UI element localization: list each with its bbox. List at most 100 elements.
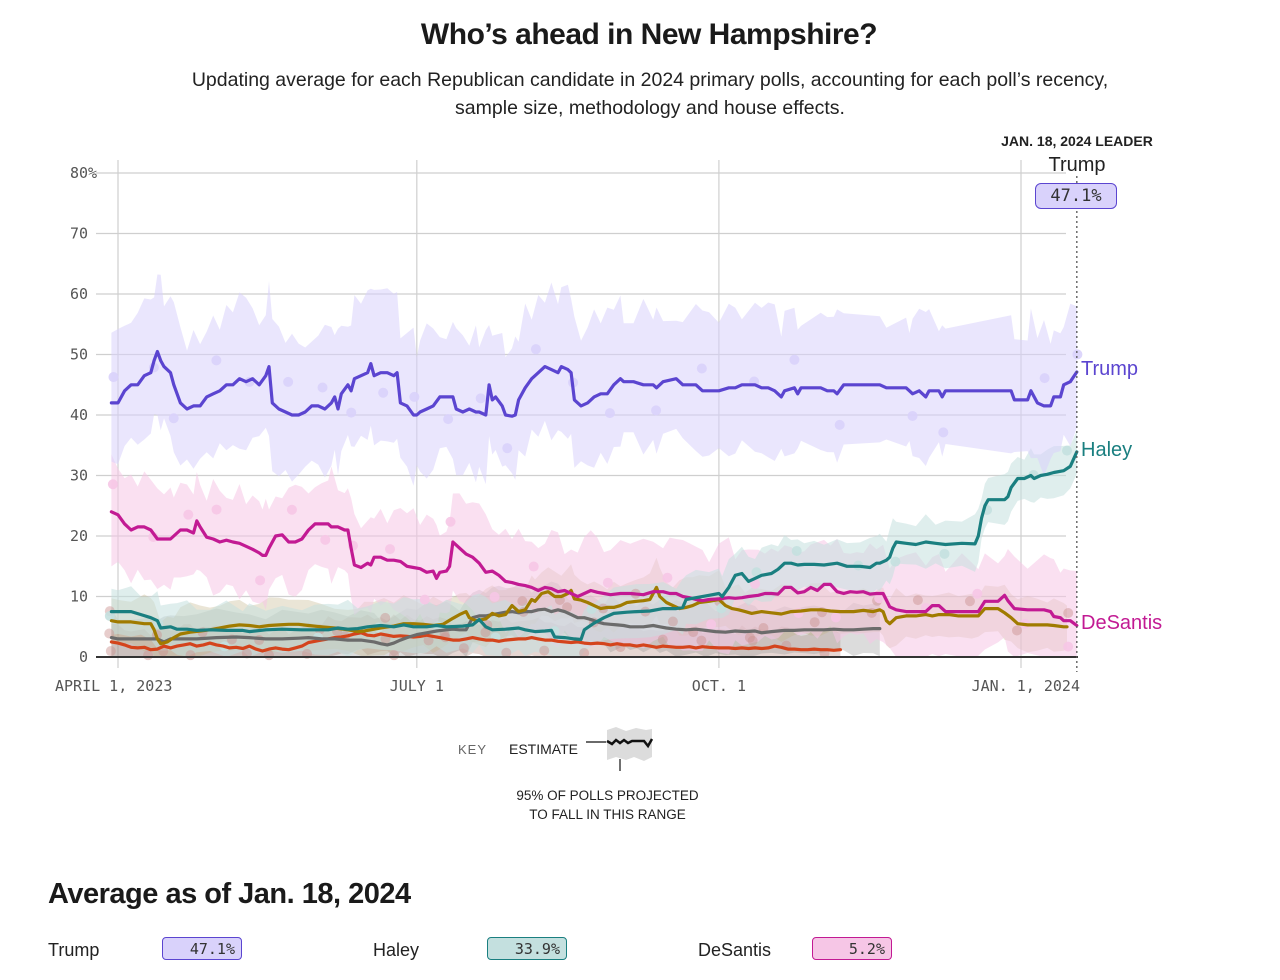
poll-dot-christie <box>747 635 758 646</box>
x-tick-label: JULY 1 <box>390 677 444 695</box>
poll-dot-pence <box>423 635 434 646</box>
average-list: Trump 47.1% Haley 33.9% DeSantis 5.2% <box>0 937 1280 967</box>
y-tick-label: 20 <box>70 527 88 545</box>
y-tick-label: 0 <box>79 648 88 666</box>
poll-dot-haley <box>791 545 802 556</box>
poll-dot-haley <box>104 610 115 621</box>
y-tick-label: 50 <box>70 346 88 364</box>
poll-dot-desantis <box>489 591 500 602</box>
confidence-bands <box>111 274 1077 657</box>
line-ramaswamy <box>109 585 1069 646</box>
poll-dot-ramaswamy <box>1011 625 1022 636</box>
poll-dot-ramaswamy <box>667 616 678 627</box>
y-tick-label: 40 <box>70 406 88 424</box>
poll-dot-desantis <box>662 572 673 583</box>
poll-dot-ramaswamy <box>758 622 769 633</box>
average-name: Trump <box>48 940 100 960</box>
poll-dot-pence <box>185 650 196 661</box>
average-section-title: Average as of Jan. 18, 2024 <box>48 878 411 910</box>
average-value-badge: 33.9% <box>487 937 567 960</box>
leader-heading: JAN. 18, 2024 LEADER <box>1001 133 1153 149</box>
key-swatch-icon <box>586 727 654 771</box>
x-tick-label: APRIL 1, 2023 <box>55 677 172 695</box>
poll-dot-trump <box>108 372 119 383</box>
average-name: Haley <box>373 940 420 960</box>
poll-dot-christie <box>241 648 252 659</box>
key-range-note-line2: TO FALL IN THIS RANGE <box>529 807 686 822</box>
chart-key: KEY ESTIMATE 95% OF POLLS PROJECTED TO F… <box>450 727 770 835</box>
poll-dot-trump <box>168 413 179 424</box>
poll-dot-christie <box>809 617 820 628</box>
poll-dot-pence <box>579 648 590 659</box>
poll-dot-trump <box>1072 349 1083 360</box>
poll-dot-haley <box>939 548 950 559</box>
key-range-note: 95% OF POLLS PROJECTED TO FALL IN THIS R… <box>490 786 725 824</box>
y-tick-label: 80% <box>70 164 97 182</box>
poll-dot-trump <box>378 387 389 398</box>
x-tick-label: OCT. 1 <box>692 677 746 695</box>
poll-dot-desantis <box>874 593 885 604</box>
leader-value-badge: 47.1% <box>1035 183 1117 209</box>
poll-dot-ramaswamy <box>480 627 491 638</box>
average-lines <box>109 349 1079 653</box>
poll-dot-trump <box>907 410 918 421</box>
axes: 0 10 20 30 40 50 60 70 80% APRIL 1, 2023 JULY 1 OCT… <box>55 164 1080 695</box>
poll-dot-desantis <box>211 504 222 515</box>
leader-name: Trump <box>1048 154 1106 176</box>
poll-dot-desantis <box>107 479 118 490</box>
poll-dot-ramaswamy <box>964 596 975 607</box>
poll-average-chart: 0 10 20 30 40 50 60 70 80% APRIL 1, 2023 JULY 1 OCT… <box>55 160 1083 695</box>
poll-dot-desantis <box>445 516 456 527</box>
poll-dot-pence <box>657 634 668 645</box>
line-pence <box>109 631 843 653</box>
poll-dot-trump <box>283 376 294 387</box>
poll-dot-trump <box>409 391 420 402</box>
poll-dot-desantis <box>385 544 396 555</box>
line-christie <box>109 607 882 647</box>
poll-dot-desantis <box>602 577 613 588</box>
poll-dot-desantis <box>830 612 841 623</box>
end-label-desantis: DeSantis <box>1081 612 1163 634</box>
y-tick-label: 10 <box>70 588 88 606</box>
poll-dot-trump <box>502 443 513 454</box>
key-range-note-line1: 95% OF POLLS PROJECTED <box>516 788 699 803</box>
poll-dot-trump <box>317 382 328 393</box>
chart-title: Who’s ahead in New Hampshire? <box>420 18 878 51</box>
poll-dot-christie <box>389 650 400 661</box>
end-label-trump: Trump <box>1081 358 1139 380</box>
poll-dot-trump <box>938 427 949 438</box>
y-tick-label: 70 <box>70 225 88 243</box>
poll-dot-trump <box>696 363 707 374</box>
poll-dot-trump <box>834 419 845 430</box>
poll-dot-trump <box>211 355 222 366</box>
poll-dot-pence <box>501 647 512 658</box>
poll-dot-trump <box>789 354 800 365</box>
poll-dot-trump <box>651 405 662 416</box>
poll-dot-desantis <box>320 534 331 545</box>
poll-dot-pence <box>696 635 707 646</box>
key-label: KEY <box>458 742 488 757</box>
poll-dot-trump <box>475 393 486 404</box>
y-tick-label: 60 <box>70 285 88 303</box>
poll-dot-trump <box>1039 373 1050 384</box>
poll-dot-desantis <box>1063 641 1074 652</box>
average-value-badge: 47.1% <box>162 937 242 960</box>
poll-dot-christie <box>562 602 573 613</box>
average-name: DeSantis <box>698 940 772 960</box>
chart-subtitle: Updating average for each Republican can… <box>191 69 1109 119</box>
end-label-haley: Haley <box>1081 439 1133 461</box>
x-tick-label: JAN. 1, 2024 <box>972 677 1080 695</box>
poll-dot-ramaswamy <box>912 595 923 606</box>
poll-dot-desantis <box>286 504 297 515</box>
line-desantis <box>109 510 1079 628</box>
poll-dot-trump <box>346 407 357 418</box>
poll-dot-haley <box>751 567 762 578</box>
poll-dot-pence <box>744 632 755 643</box>
poll-dot-trump <box>443 414 454 425</box>
poll-dot-desantis <box>972 588 983 599</box>
poll-dot-trump <box>530 344 541 355</box>
poll-dot-desantis <box>419 594 430 605</box>
poll-dot-pence <box>458 643 469 654</box>
poll-dot-ramaswamy <box>517 596 528 607</box>
poll-dot-ramaswamy <box>380 612 391 623</box>
